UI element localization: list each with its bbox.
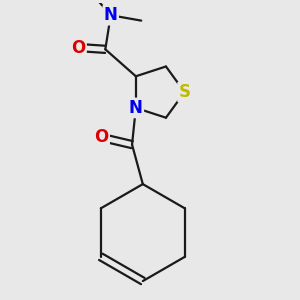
Text: O: O [94, 128, 109, 146]
Text: N: N [129, 99, 143, 117]
Text: S: S [178, 83, 190, 101]
Text: N: N [104, 6, 118, 24]
Text: O: O [71, 38, 85, 56]
